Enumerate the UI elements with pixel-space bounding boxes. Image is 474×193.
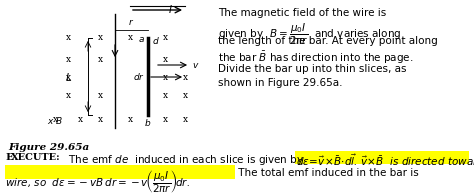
Text: the length of the bar. At every point along: the length of the bar. At every point al… (218, 36, 438, 46)
Text: $a$: $a$ (138, 35, 145, 44)
Text: XECUTE:: XECUTE: (11, 153, 61, 162)
Text: wire, so  $d\varepsilon = -vB\, dr = -v\!\left(\dfrac{\mu_0 I}{2\pi r}\right)\!d: wire, so $d\varepsilon = -vB\, dr = -v\!… (5, 168, 190, 193)
Text: $dr$: $dr$ (133, 70, 145, 81)
Text: Divide the bar up into thin slices, as: Divide the bar up into thin slices, as (218, 64, 407, 74)
Text: x: x (98, 56, 102, 64)
Text: The emf $de$  induced in each slice is given by: The emf $de$ induced in each slice is gi… (62, 153, 305, 167)
Text: The magnetic field of the wire is: The magnetic field of the wire is (218, 8, 386, 18)
Text: x: x (128, 34, 133, 42)
Text: $b$: $b$ (145, 117, 152, 128)
Text: x: x (163, 73, 168, 81)
Text: x: x (65, 91, 71, 100)
Text: x: x (65, 56, 71, 64)
Text: x: x (65, 73, 71, 81)
Text: the bar $\bar{B}$ has direction into the page.: the bar $\bar{B}$ has direction into the… (218, 50, 413, 66)
Text: x: x (163, 56, 168, 64)
Text: x: x (98, 34, 102, 42)
Text: x: x (182, 91, 188, 100)
Text: $I$: $I$ (168, 3, 173, 15)
Text: $L$: $L$ (65, 71, 72, 83)
Text: x: x (163, 34, 168, 42)
Text: x: x (182, 115, 188, 124)
Text: x: x (98, 91, 102, 100)
Text: x: x (77, 115, 82, 124)
Text: Figure 29.65a: Figure 29.65a (8, 143, 89, 152)
Text: shown in Figure 29.65a.: shown in Figure 29.65a. (218, 78, 343, 88)
Text: x: x (65, 34, 71, 42)
Text: $r$: $r$ (128, 17, 134, 27)
Text: The total emf induced in the bar is: The total emf induced in the bar is (235, 168, 419, 178)
Text: x $B$: x $B$ (47, 114, 63, 125)
Bar (5, 165, 235, 179)
Text: given by  $B = \dfrac{\mu_0 I}{2\pi r}$  and varies along: given by $B = \dfrac{\mu_0 I}{2\pi r}$ a… (218, 22, 401, 47)
Text: x: x (98, 115, 102, 124)
Text: x: x (163, 91, 168, 100)
Text: $d\varepsilon\!=\!\vec{v}\!\times\!\bar{B}\!\cdot\! d\vec{l}$. $\vec{v}\!\times\: $d\varepsilon\!=\!\vec{v}\!\times\!\bar{… (296, 153, 474, 168)
Text: x: x (128, 115, 133, 124)
Text: $d$: $d$ (152, 35, 160, 46)
Text: E: E (5, 153, 13, 162)
Text: x: x (163, 115, 168, 124)
Bar (295, 151, 469, 164)
Text: x: x (53, 115, 57, 124)
Text: $v$: $v$ (192, 60, 200, 69)
Text: x: x (182, 73, 188, 81)
